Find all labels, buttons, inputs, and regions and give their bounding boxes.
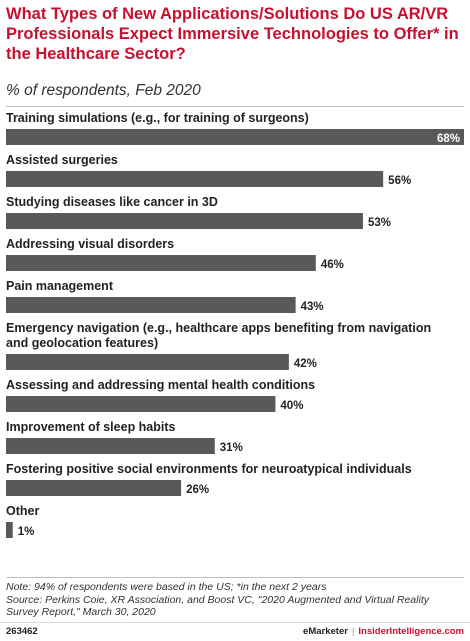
category-label: Pain management: [6, 279, 114, 293]
bar: [6, 354, 289, 370]
value-label: 68%: [437, 133, 460, 145]
value-label: 1%: [18, 526, 35, 538]
value-label: 42%: [294, 358, 317, 370]
chart-id: 263462: [6, 626, 38, 637]
category-label: Improvement of sleep habits: [6, 420, 176, 434]
category-label: Fostering positive social environments f…: [6, 462, 412, 476]
bar: [6, 129, 464, 145]
brand-insider-intelligence-link[interactable]: InsiderIntelligence.com: [358, 626, 464, 637]
value-label: 43%: [301, 301, 324, 313]
value-label: 53%: [368, 217, 391, 229]
value-label: 46%: [321, 259, 344, 271]
chart-title: What Types of New Applications/Solutions…: [6, 5, 459, 63]
chart-notes: Note: 94% of respondents were based in t…: [6, 581, 464, 619]
chart-subtitle: % of respondents, Feb 2020: [6, 82, 201, 99]
value-label: 31%: [220, 442, 243, 454]
bar: [6, 171, 384, 187]
note-text: Note: 94% of respondents were based in t…: [6, 581, 327, 593]
brand: eMarketer | InsiderIntelligence.com: [303, 626, 464, 637]
bar: [6, 522, 13, 538]
category-label: Other: [6, 504, 39, 518]
category-label: Training simulations (e.g., for training…: [6, 111, 309, 125]
bar: [6, 396, 276, 412]
value-label: 40%: [280, 400, 303, 412]
bar: [6, 213, 363, 229]
bar: [6, 297, 296, 313]
top-divider: [6, 106, 464, 107]
source-text: Source: Perkins Coie, XR Association, an…: [6, 593, 429, 619]
category-label: Studying diseases like cancer in 3D: [6, 195, 218, 209]
category-label: Addressing visual disorders: [6, 237, 174, 251]
bar: [6, 480, 182, 496]
category-label: Assessing and addressing mental health c…: [6, 378, 315, 392]
brand-separator: |: [351, 626, 355, 637]
bar-chart: Training simulations (e.g., for training…: [6, 111, 464, 538]
value-label: 26%: [186, 484, 209, 496]
bar: [6, 438, 215, 454]
footer-divider: [0, 622, 470, 623]
bar: [6, 255, 316, 271]
category-label: Emergency navigation (e.g., healthcare a…: [6, 321, 431, 350]
bottom-divider: [6, 577, 464, 578]
category-label: Assisted surgeries: [6, 153, 118, 167]
value-label: 56%: [388, 175, 411, 187]
brand-emarketer: eMarketer: [303, 626, 348, 637]
